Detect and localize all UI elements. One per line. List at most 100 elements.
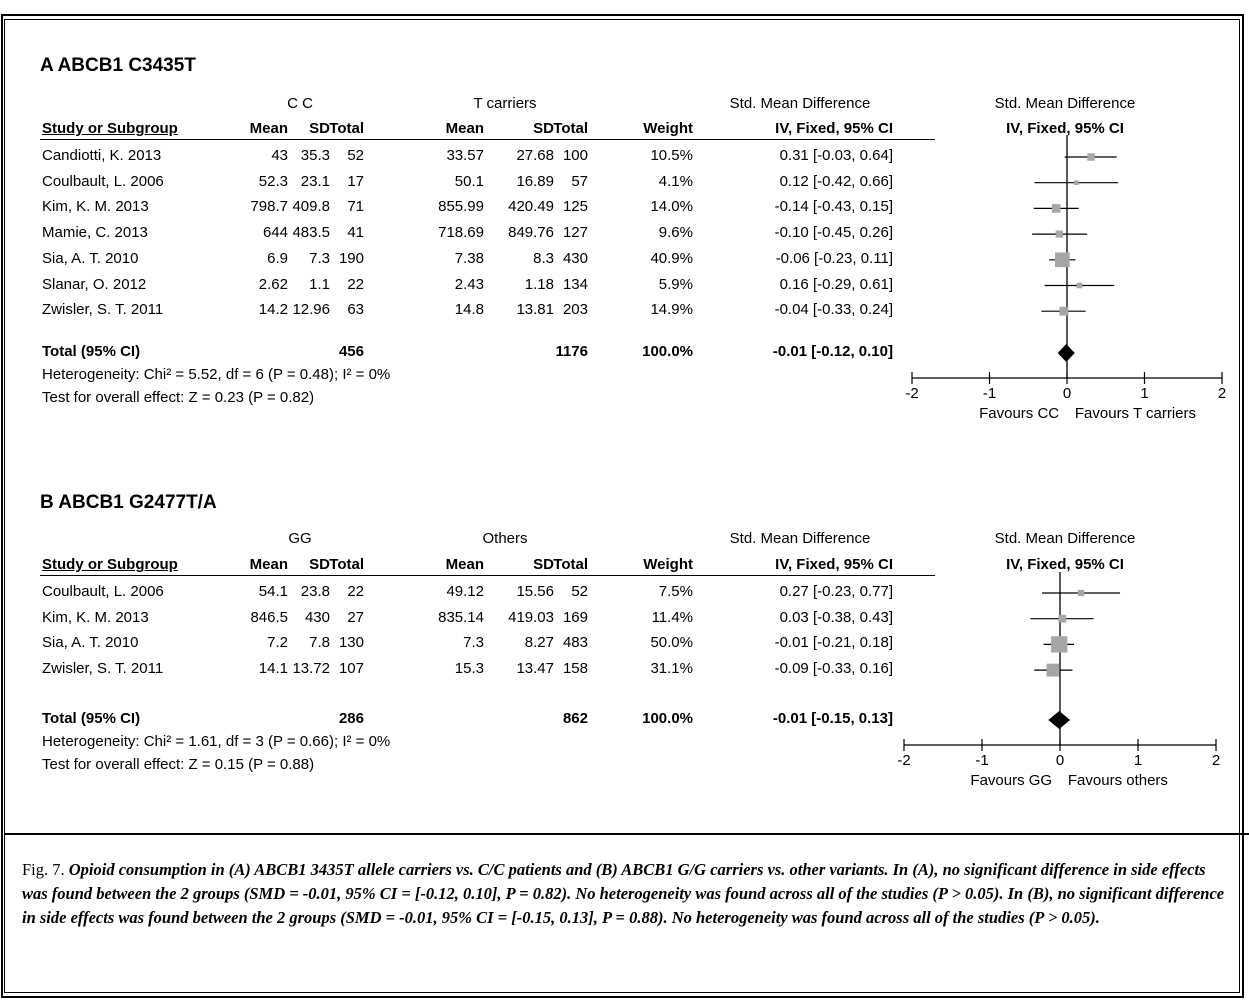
total-weight: 100.0%	[642, 343, 693, 360]
study-name: Kim, K. M. 2013	[42, 608, 149, 626]
study-column-header: Study or Subgroup	[42, 556, 178, 573]
cell-ci: 0.27 [-0.23, 0.77]	[779, 583, 893, 600]
cell-weight: 11.4%	[651, 608, 693, 626]
cell-sd1: 35.3	[300, 147, 330, 164]
cell-m1: 52.3	[258, 172, 288, 190]
cell-sd1: 1.1	[309, 275, 330, 293]
study-marker	[1087, 153, 1095, 161]
cell-n2: 52	[571, 583, 588, 600]
x-tick-label: 0	[1063, 385, 1071, 402]
heterogeneity-text: Heterogeneity: Chi² = 1.61, df = 3 (P = …	[42, 733, 391, 750]
pooled-diamond	[1057, 344, 1075, 362]
cell-n2: 100	[562, 147, 588, 164]
cell-weight: 31.1%	[650, 660, 693, 678]
cell-sd1: 23.1	[300, 172, 330, 190]
cell-m1: 644	[262, 224, 288, 242]
x-tick-label: -1	[975, 752, 988, 769]
x-tick-label: 1	[1140, 385, 1148, 402]
cell-sd1: 12.96	[292, 301, 330, 319]
cell-m1: 2.62	[258, 275, 288, 293]
cell-m2: 835.14	[438, 608, 484, 626]
cell-m1: 14.2	[258, 301, 288, 319]
weight-column-header: Weight	[643, 120, 693, 137]
cell-weight: 50.0%	[650, 634, 693, 652]
cell-m2: 855.99	[438, 198, 484, 216]
group2-header: T carriers	[473, 95, 537, 112]
cell-ci: 0.16 [-0.29, 0.61]	[779, 275, 893, 293]
group1-header: C C	[287, 95, 313, 112]
study-name: Candiotti, K. 2013	[42, 147, 162, 164]
ci-column-header: IV, Fixed, 95% CI	[775, 556, 893, 573]
cell-weight: 4.1%	[658, 172, 693, 190]
cell-m1: 14.1	[258, 660, 288, 678]
cell-sd2: 15.56	[516, 583, 554, 600]
favours-left-label: Favours CC	[979, 405, 1059, 422]
cell-n1: 17	[347, 172, 364, 190]
favours-left-label: Favours GG	[970, 772, 1052, 789]
total-label: Total (95% CI)	[42, 343, 141, 360]
figure-inner-frame	[4, 19, 1240, 993]
total-ci: -0.01 [-0.15, 0.13]	[772, 710, 893, 727]
total-column-header: Total	[553, 556, 588, 573]
cell-ci: 0.03 [-0.38, 0.43]	[779, 608, 893, 626]
cell-m2: 50.1	[454, 172, 484, 190]
cell-m2: 49.12	[446, 583, 484, 600]
plot-header: Std. Mean Difference	[994, 530, 1136, 547]
cell-ci: -0.09 [-0.33, 0.16]	[774, 660, 893, 678]
header-rule	[40, 139, 935, 140]
cell-sd2: 8.27	[524, 634, 554, 652]
mean-column-header: Mean	[445, 556, 484, 573]
cell-weight: 40.9%	[650, 249, 693, 267]
cell-weight: 14.9%	[650, 301, 693, 319]
x-tick-label: 2	[1212, 752, 1220, 769]
caption-figure-label: Fig. 7.	[22, 860, 65, 879]
cell-m1: 846.5	[250, 608, 288, 626]
figure-frame	[1, 14, 1244, 998]
study-marker	[1076, 282, 1083, 289]
cell-n1: 63	[347, 301, 364, 319]
cell-sd2: 16.89	[516, 172, 554, 190]
sd-column-header: SD	[533, 120, 554, 137]
figure-caption: Fig. 7. Opioid consumption in (A) ABCB1 …	[22, 858, 1227, 930]
mean-column-header: Mean	[249, 120, 288, 137]
plot-subheader: IV, Fixed, 95% CI	[1006, 556, 1124, 573]
total-label: Total (95% CI)	[42, 710, 141, 727]
cell-sd1: 7.3	[309, 249, 330, 267]
cell-m1: 798.7	[250, 198, 288, 216]
cell-n2: 57	[571, 172, 588, 190]
cell-ci: 0.31 [-0.03, 0.64]	[779, 147, 893, 164]
overall-effect-text: Test for overall effect: Z = 0.15 (P = 0…	[42, 756, 315, 773]
caption-text: Opioid consumption in (A) ABCB1 3435T al…	[22, 860, 1225, 927]
study-marker	[1051, 204, 1061, 213]
cell-sd2: 849.76	[508, 224, 554, 242]
cell-m2: 7.3	[463, 634, 484, 652]
study-name: Coulbault, L. 2006	[42, 172, 164, 190]
cell-n1: 41	[347, 224, 364, 242]
effect-header: Std. Mean Difference	[729, 95, 871, 112]
study-name: Sia, A. T. 2010	[42, 249, 139, 267]
cell-n2: 203	[562, 301, 588, 319]
x-tick-label: -1	[983, 385, 996, 402]
cell-m2: 7.38	[454, 249, 484, 267]
cell-m2: 718.69	[438, 224, 484, 242]
cell-weight: 7.5%	[658, 583, 693, 600]
cell-n1: 22	[347, 583, 364, 600]
ci-column-header: IV, Fixed, 95% CI	[775, 120, 893, 137]
cell-sd2: 1.18	[524, 275, 554, 293]
weight-column-header: Weight	[643, 556, 693, 573]
cell-n1: 52	[347, 147, 364, 164]
cell-n2: 483	[562, 634, 588, 652]
panel-title: A ABCB1 C3435T	[40, 55, 196, 76]
cell-sd2: 8.3	[533, 249, 554, 267]
x-tick-label: 0	[1056, 752, 1064, 769]
study-marker	[1058, 614, 1067, 623]
cell-weight: 5.9%	[658, 275, 693, 293]
cell-m1: 43	[271, 147, 288, 164]
study-marker	[1054, 252, 1070, 268]
sd-column-header: SD	[533, 556, 554, 573]
cell-n2: 169	[562, 608, 588, 626]
cell-sd2: 419.03	[508, 608, 554, 626]
cell-n1: 27	[347, 608, 364, 626]
study-marker	[1051, 636, 1068, 653]
mean-column-header: Mean	[249, 556, 288, 573]
